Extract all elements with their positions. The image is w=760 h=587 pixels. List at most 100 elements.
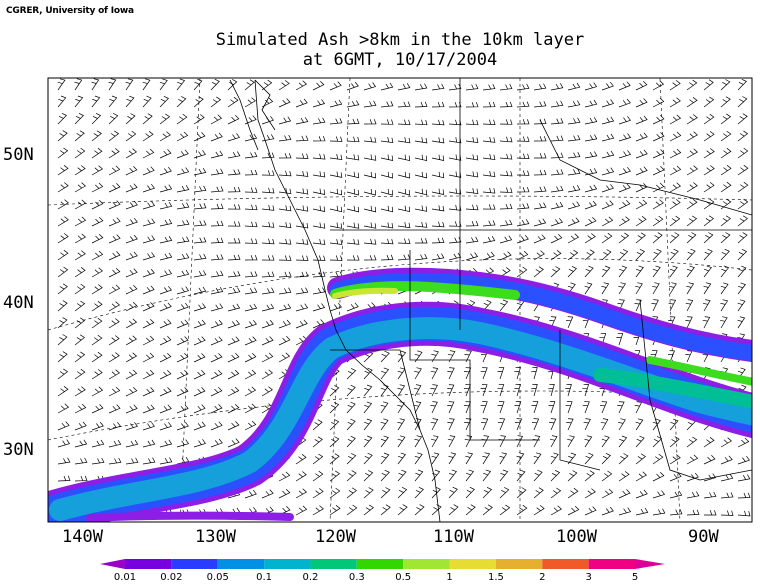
- wind-barb: [635, 282, 643, 295]
- wind-barb: [125, 113, 136, 125]
- wind-barb: [635, 199, 648, 210]
- wind-barb: [278, 222, 292, 229]
- wind-barb: [499, 299, 509, 312]
- wind-barb: [397, 83, 411, 91]
- wind-barb: [463, 384, 471, 397]
- wind-barb: [108, 267, 121, 278]
- wind-barb: [125, 166, 138, 176]
- colorbar-tick-label: 0.5: [395, 572, 412, 583]
- colorbar-bin: [449, 559, 496, 569]
- wind-barb: [669, 282, 677, 295]
- lon-label-110w: 110W: [433, 527, 474, 547]
- wind-barb: [193, 286, 207, 295]
- wind-barb: [244, 303, 258, 312]
- wind-barb: [720, 492, 734, 499]
- wind-barb: [193, 150, 206, 159]
- wind-barb: [380, 171, 393, 179]
- wind-barb: [635, 232, 646, 244]
- wind-barb: [210, 319, 223, 329]
- wind-barb: [295, 303, 309, 312]
- wind-barb: [363, 238, 377, 245]
- wind-barb: [703, 182, 715, 193]
- wind-barb: [244, 319, 257, 329]
- wind-barb: [533, 452, 542, 465]
- wind-barb: [431, 221, 445, 228]
- wind-barb: [125, 95, 135, 108]
- wind-barb: [108, 457, 122, 465]
- wind-barb: [91, 457, 105, 465]
- wind-barb: [414, 119, 428, 126]
- wind-barb: [550, 233, 563, 244]
- wind-barb: [312, 419, 323, 431]
- wind-barb: [57, 386, 69, 397]
- wind-barb: [346, 222, 360, 229]
- wind-barb: [481, 435, 490, 448]
- wind-barb: [431, 205, 445, 212]
- wind-barb: [584, 134, 598, 142]
- wind-barb: [737, 316, 746, 329]
- wind-barb: [584, 117, 598, 125]
- wind-barb: [618, 81, 631, 91]
- wind-barb: [550, 83, 564, 91]
- wind-barb: [74, 421, 87, 431]
- wind-barb: [74, 334, 85, 346]
- wind-barb: [125, 148, 138, 159]
- wind-barb: [635, 248, 645, 261]
- wind-barb: [533, 487, 544, 499]
- wind-barb: [57, 199, 69, 210]
- wind-barb: [193, 353, 206, 363]
- wind-barb: [57, 233, 69, 244]
- wind-barb: [703, 79, 714, 91]
- wind-barb: [363, 470, 374, 482]
- wind-barb: [108, 183, 121, 193]
- wind-barb: [414, 350, 423, 363]
- wind-barb: [601, 282, 610, 295]
- wind-barb: [108, 78, 117, 91]
- wind-barb: [703, 232, 714, 244]
- wind-barb: [737, 282, 746, 295]
- wind-barb: [295, 454, 307, 465]
- wind-barb: [227, 319, 240, 329]
- wind-barb: [74, 368, 86, 380]
- wind-barb: [533, 186, 547, 193]
- wind-barb: [193, 203, 207, 210]
- wind-barb: [601, 150, 615, 159]
- wind-barb: [548, 401, 556, 414]
- wind-barb: [295, 188, 309, 195]
- wind-barb: [550, 169, 564, 176]
- wind-barb: [74, 165, 86, 176]
- wind-barb: [703, 113, 715, 125]
- wind-barb: [159, 236, 173, 244]
- wind-barb: [74, 386, 86, 397]
- wind-barb: [482, 236, 496, 244]
- wind-barb: [685, 299, 694, 312]
- wind-barb: [686, 472, 699, 482]
- wind-barb: [346, 504, 358, 516]
- wind-barb: [363, 367, 373, 380]
- wind-barb: [703, 437, 715, 448]
- wind-barb: [465, 486, 475, 499]
- wind-barb: [584, 168, 598, 176]
- wind-barb: [176, 370, 189, 380]
- wind-barb: [516, 136, 530, 142]
- wind-barb: [669, 248, 679, 261]
- wind-barb: [567, 117, 581, 125]
- wind-barb: [397, 486, 408, 499]
- wind-barb: [584, 82, 598, 91]
- wind-barb: [685, 316, 693, 329]
- wind-barb: [414, 171, 427, 179]
- wind-barb: [652, 132, 665, 142]
- wind-barb: [312, 255, 326, 261]
- wind-barb: [635, 265, 644, 278]
- wind-barb: [567, 435, 575, 448]
- wind-barb: [584, 265, 594, 278]
- wind-barb: [583, 418, 591, 431]
- wind-barb: [618, 98, 631, 108]
- wind-barb: [91, 165, 104, 176]
- wind-barb: [210, 254, 224, 261]
- wind-barb: [447, 350, 456, 363]
- wind-barb: [380, 504, 391, 516]
- wind-barb: [210, 96, 222, 108]
- wind-barb: [142, 387, 155, 397]
- map-title-line2: at 6GMT, 10/17/2004: [302, 50, 498, 70]
